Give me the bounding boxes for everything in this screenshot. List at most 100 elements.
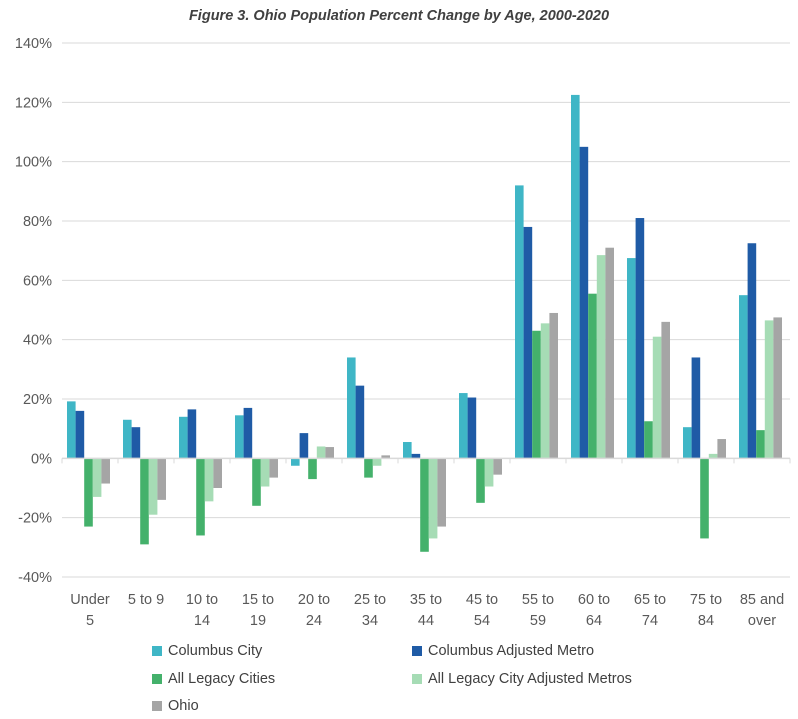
y-tick-label: 120% (15, 95, 52, 111)
bar-columbus-city (403, 442, 412, 459)
legend-item: All Legacy Cities (152, 671, 275, 687)
legend-item: Columbus City (152, 643, 262, 659)
bar-columbus-city (67, 401, 76, 459)
bar-all-legacy-cities (84, 458, 93, 527)
bar-columbus-city (739, 295, 748, 459)
legend-label: Columbus Adjusted Metro (428, 643, 595, 659)
legend-label: Columbus City (168, 643, 263, 659)
bar-all-legacy-cities (476, 458, 485, 503)
x-tick-label: 14 (194, 613, 210, 629)
bar-ohio (269, 458, 278, 478)
x-tick-label: 60 to (578, 592, 610, 608)
bar-ohio (773, 317, 782, 459)
bar-all-legacy-city-adjusted-metros (764, 320, 774, 459)
bar-ohio (717, 439, 726, 459)
bar-all-legacy-city-adjusted-metros (316, 446, 326, 459)
bar-columbus-city (347, 357, 356, 459)
bar-columbus-adjusted-metro (467, 397, 477, 459)
bar-ohio (605, 247, 614, 459)
legend-item: All Legacy City Adjusted Metros (412, 671, 632, 687)
x-tick-label: Under (70, 592, 110, 608)
y-tick-label: -40% (18, 570, 52, 586)
bar-all-legacy-city-adjusted-metros (540, 323, 550, 459)
bar-all-legacy-city-adjusted-metros (204, 458, 214, 502)
legend-item: Ohio (152, 698, 199, 714)
bar-columbus-adjusted-metro (411, 453, 421, 459)
y-tick-label: 20% (23, 392, 52, 408)
bar-columbus-city (627, 258, 636, 459)
bar-columbus-adjusted-metro (243, 407, 253, 459)
x-tick-label: 75 to (690, 592, 722, 608)
bar-ohio (437, 458, 446, 527)
bar-all-legacy-city-adjusted-metros (260, 458, 270, 487)
legend-swatch (152, 701, 162, 711)
bar-ohio (493, 458, 502, 475)
x-tick-label: 35 to (410, 592, 442, 608)
bar-all-legacy-cities (532, 330, 541, 459)
bar-ohio (381, 455, 390, 459)
bar-columbus-adjusted-metro (747, 243, 757, 459)
bar-all-legacy-city-adjusted-metros (484, 458, 494, 487)
x-tick-label: 15 to (242, 592, 274, 608)
bar-all-legacy-city-adjusted-metros (596, 255, 606, 459)
x-tick-label: 59 (530, 613, 546, 629)
y-tick-label: -20% (18, 511, 52, 527)
bar-ohio (325, 447, 334, 459)
bar-all-legacy-city-adjusted-metros (372, 458, 382, 466)
legend-label: All Legacy City Adjusted Metros (428, 671, 632, 687)
bar-columbus-city (459, 393, 468, 459)
bar-all-legacy-city-adjusted-metros (148, 458, 158, 515)
x-tick-label: over (748, 613, 776, 629)
bar-columbus-adjusted-metro (579, 146, 589, 459)
bar-ohio (157, 458, 166, 500)
bar-all-legacy-city-adjusted-metros (708, 453, 718, 459)
bar-all-legacy-city-adjusted-metros (92, 458, 102, 497)
x-tick-label: 24 (306, 613, 322, 629)
bar-all-legacy-cities (644, 421, 653, 459)
x-tick-label: 5 (86, 613, 94, 629)
x-tick-label: 55 to (522, 592, 554, 608)
bar-all-legacy-cities (756, 430, 765, 459)
bar-all-legacy-cities (420, 458, 429, 552)
bar-all-legacy-city-adjusted-metros (428, 458, 438, 539)
x-tick-label: 34 (362, 613, 378, 629)
bar-all-legacy-cities (308, 458, 317, 480)
bar-all-legacy-cities (364, 458, 373, 478)
bar-all-legacy-cities (588, 293, 597, 459)
y-tick-label: 100% (15, 155, 52, 171)
y-tick-label: 140% (15, 36, 52, 52)
legend-label: All Legacy Cities (168, 671, 276, 687)
bar-columbus-city (235, 415, 244, 459)
bar-columbus-adjusted-metro (75, 410, 85, 459)
bar-columbus-city (515, 185, 524, 459)
bar-columbus-adjusted-metro (523, 226, 533, 459)
y-tick-label: 60% (23, 273, 52, 289)
x-tick-label: 5 to 9 (128, 592, 164, 608)
x-tick-label: 19 (250, 613, 266, 629)
x-tick-label: 64 (586, 613, 602, 629)
bar-ohio (101, 458, 110, 484)
x-tick-label: 44 (418, 613, 434, 629)
bar-columbus-adjusted-metro (299, 433, 309, 459)
bar-columbus-city (571, 94, 580, 459)
bar-all-legacy-cities (196, 458, 205, 536)
x-tick-label: 25 to (354, 592, 386, 608)
x-tick-label: 20 to (298, 592, 330, 608)
x-tick-label: 45 to (466, 592, 498, 608)
chart-title: Figure 3. Ohio Population Percent Change… (188, 8, 610, 24)
y-tick-label: 40% (23, 333, 52, 349)
y-tick-label: 0% (31, 451, 52, 467)
x-tick-label: 84 (698, 613, 714, 629)
x-tick-label: 74 (642, 613, 658, 629)
legend-swatch (152, 674, 162, 684)
bar-columbus-adjusted-metro (635, 218, 645, 459)
bar-ohio (549, 312, 558, 459)
bar-ohio (661, 321, 670, 459)
y-tick-label: 80% (23, 214, 52, 230)
bar-columbus-city (683, 427, 692, 459)
bar-columbus-adjusted-metro (355, 385, 365, 459)
bar-all-legacy-city-adjusted-metros (652, 336, 662, 459)
legend-swatch (412, 646, 422, 656)
x-tick-label: 65 to (634, 592, 666, 608)
